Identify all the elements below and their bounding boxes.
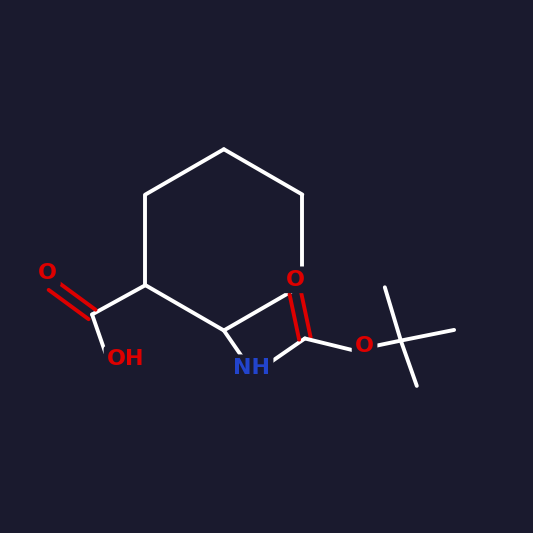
Text: NH: NH <box>233 358 270 378</box>
Text: O: O <box>38 263 58 284</box>
Text: O: O <box>355 336 374 356</box>
Text: O: O <box>286 270 305 290</box>
Text: OH: OH <box>107 349 144 369</box>
